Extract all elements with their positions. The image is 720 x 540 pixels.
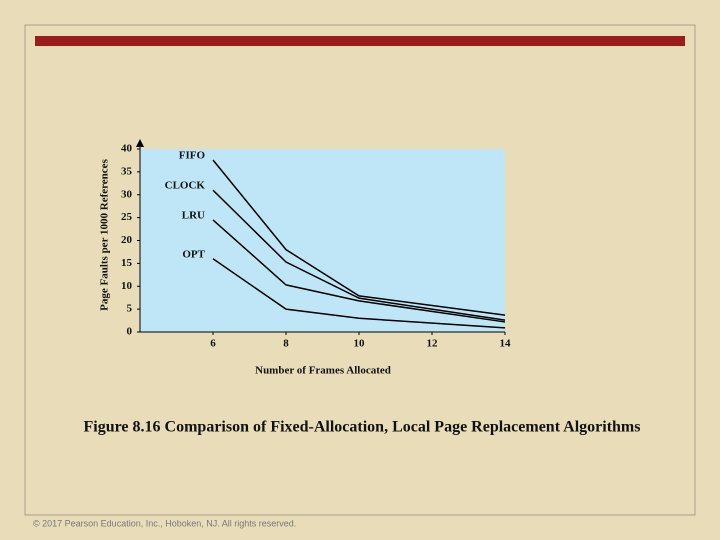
series-line [212,189,506,321]
y-tick-label: 30 [121,188,133,200]
series-label: FIFO [179,150,206,162]
series-label: CLOCK [165,180,206,192]
x-tick-label: 8 [283,338,289,350]
y-axis-label: Page Faults per 1000 References [99,158,111,310]
y-tick-label: 25 [121,211,133,223]
title-bar [35,36,685,46]
slide-frame [24,24,696,516]
series-line [212,159,506,316]
x-tick-label: 10 [354,338,366,350]
series-line [212,219,506,323]
x-tick-label: 6 [210,338,216,350]
y-tick-label: 35 [121,165,133,177]
footer: © 2017 Pearson Education, Inc., Hoboken,… [33,518,296,528]
x-tick-label: 12 [427,338,439,350]
series-label: LRU [182,209,205,221]
plot-area [140,149,505,332]
y-tick-label: 20 [121,234,133,246]
series-label: OPT [182,248,205,260]
y-tick-label: 5 [127,303,133,315]
y-tick-label: 10 [121,280,133,292]
y-axis-arrow [136,139,144,147]
x-tick-label: 14 [500,338,512,350]
x-axis-label: Number of Frames Allocated [255,365,391,377]
y-tick-label: 0 [127,326,133,338]
y-tick-label: 15 [121,257,133,269]
caption: Figure 8.16 Comparison of Fixed-Allocati… [84,419,641,436]
series-line [212,258,506,329]
y-tick-label: 40 [121,143,133,155]
